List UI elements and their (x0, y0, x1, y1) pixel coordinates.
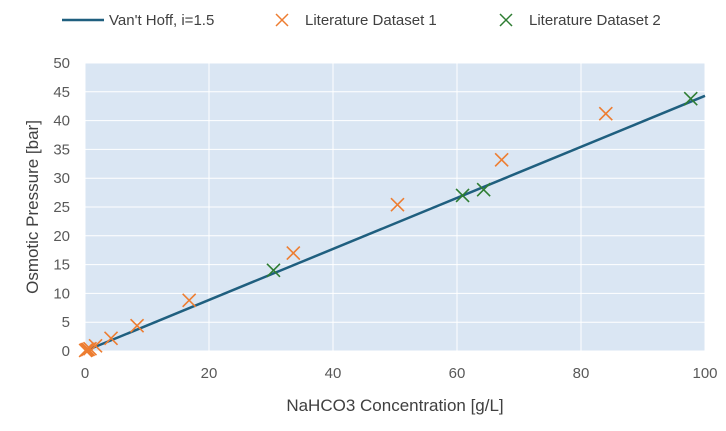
data-point-dataset-1 (494, 152, 509, 167)
legend-swatch-dataset-1 (275, 13, 289, 27)
y-tick-label: 0 (62, 343, 70, 360)
y-axis-title: Osmotic Pressure [bar] (23, 120, 42, 294)
data-point-dataset-2 (266, 263, 281, 278)
y-tick-label: 25 (53, 199, 70, 216)
legend-label-dataset-2: Literature Dataset 2 (529, 12, 661, 29)
x-tick-label: 20 (201, 365, 218, 382)
y-tick-label: 50 (53, 55, 70, 72)
y-tick-label: 15 (53, 257, 70, 274)
data-point-dataset-1 (130, 318, 145, 333)
x-axis-title: NaHCO3 Concentration [g/L] (286, 396, 503, 415)
x-tick-label: 80 (573, 365, 590, 382)
series-line-vant-hoff (84, 94, 706, 353)
data-point-dataset-1 (598, 106, 613, 121)
x-tick-label: 0 (81, 365, 89, 382)
y-tick-label: 45 (53, 84, 70, 101)
data-point-dataset-1 (286, 246, 301, 261)
data-point-dataset-2 (455, 188, 470, 203)
data-point-dataset-1 (88, 338, 103, 353)
x-tick-label: 60 (449, 365, 466, 382)
y-tick-labels: 0 5 10 15 20 25 30 35 40 45 50 (53, 55, 70, 360)
data-point-dataset-1 (81, 342, 96, 357)
y-tick-label: 40 (53, 113, 70, 130)
x-tick-labels: 0 20 40 60 80 100 (81, 365, 718, 382)
data-point-dataset-2 (476, 182, 491, 197)
gridlines (84, 62, 706, 352)
y-tick-label: 35 (53, 141, 70, 158)
plot-marks (78, 91, 706, 358)
y-tick-label: 10 (53, 285, 70, 302)
data-point-dataset-1 (103, 331, 119, 346)
x-tick-label: 100 (692, 365, 717, 382)
legend-label-dataset-1: Literature Dataset 1 (305, 12, 437, 29)
legend-label-vant-hoff: Van't Hoff, i=1.5 (109, 12, 214, 29)
data-point-dataset-1 (390, 197, 405, 212)
data-point-dataset-2 (683, 91, 698, 106)
y-tick-label: 20 (53, 228, 70, 245)
y-tick-label: 5 (62, 314, 70, 331)
y-tick-label: 30 (53, 170, 70, 187)
data-point-dataset-1 (182, 293, 197, 308)
legend: Van't Hoff, i=1.5 Literature Dataset 1 L… (62, 12, 661, 29)
x-tick-label: 40 (325, 365, 342, 382)
legend-swatch-dataset-2 (499, 13, 513, 27)
